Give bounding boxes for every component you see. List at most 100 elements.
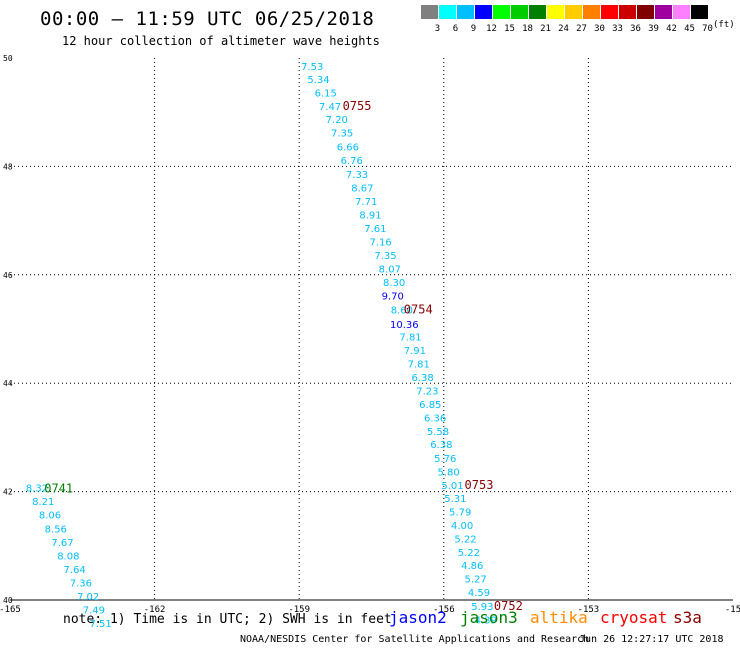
x-tick-label: -162 — [144, 605, 166, 615]
timestamp-text: Jun 26 12:27:17 UTC 2018 — [579, 634, 724, 645]
swh-value-label: 7.51 — [89, 619, 111, 630]
x-tick-label: -153 — [578, 605, 600, 615]
legend-sat-0: jason2 — [389, 608, 447, 627]
colorbar-swatch — [673, 5, 690, 19]
swh-value-label: 8.56 — [45, 524, 67, 535]
swh-value-label: 6.36 — [424, 414, 446, 425]
swh-value-label: 8.07 — [379, 265, 401, 276]
swh-value-label: 7.81 — [399, 332, 421, 343]
swh-value-label: 8.08 — [57, 551, 79, 562]
swh-value-label: 8.60 — [391, 305, 413, 316]
swh-value-label: 7.53 — [301, 62, 323, 73]
colorbar-swatch — [511, 5, 528, 19]
swh-value-label: 10.36 — [390, 320, 419, 331]
swh-value-label: 7.23 — [416, 387, 438, 398]
colorbar-swatch — [457, 5, 474, 19]
y-tick-label: 50 — [3, 54, 13, 63]
colorbar-swatch — [565, 5, 582, 19]
colorbar-swatch — [601, 5, 618, 19]
time-label: 0754 — [404, 302, 433, 316]
swh-value-label: 7.49 — [83, 606, 105, 617]
chart-title: 00:00 – 11:59 UTC 06/25/2018 — [40, 8, 375, 30]
y-tick-label: 42 — [3, 488, 13, 497]
time-label: 0741 — [44, 482, 73, 496]
x-tick-label: -156 — [433, 605, 455, 615]
x-tick-label: -159 — [288, 605, 310, 615]
swh-value-label: 5.76 — [434, 454, 456, 465]
y-tick-label: 40 — [3, 596, 13, 605]
swh-value-label: 7.35 — [374, 251, 396, 262]
swh-value-label: 7.36 — [70, 578, 92, 589]
credit-text: NOAA/NESDIS Center for Satellite Applica… — [240, 634, 590, 645]
colorbar-label: 24 — [558, 24, 569, 34]
colorbar-label: 30 — [594, 24, 605, 34]
colorbar-label: 15 — [504, 24, 515, 34]
footer-note: note: 1) Time is in UTC; 2) SWH is in fe… — [63, 612, 392, 627]
colorbar-label: 9 — [470, 24, 477, 34]
colorbar-swatch — [529, 5, 546, 19]
colorbar-label: 21 — [540, 24, 551, 34]
colorbar-label: 12 — [486, 24, 497, 34]
swh-value-label: 5.01 — [441, 481, 463, 492]
colorbar-swatch — [493, 5, 510, 19]
swh-value-label: 7.20 — [326, 115, 348, 126]
colorbar-label: 39 — [648, 24, 659, 34]
swh-value-label: 7.47 — [319, 102, 341, 113]
colorbar-label: 18 — [522, 24, 533, 34]
swh-value-label: 5.93 — [471, 602, 493, 613]
x-tick-label: -165 — [0, 605, 21, 615]
swh-value-label: 5.22 — [454, 535, 476, 546]
x-tick-label: -15 — [725, 605, 740, 615]
colorbar-swatch — [619, 5, 636, 19]
swh-value-label: 5.79 — [449, 507, 471, 518]
colorbar-swatch — [547, 5, 564, 19]
swh-value-label: 6.38 — [430, 440, 452, 451]
swh-value-label: 5.34 — [307, 75, 329, 86]
chart-subtitle: 12 hour collection of altimeter wave hei… — [62, 34, 380, 48]
colorbar-swatch — [583, 5, 600, 19]
colorbar-swatch — [475, 5, 492, 19]
swh-value-label: 6.66 — [337, 143, 359, 154]
time-label: 0753 — [465, 478, 494, 492]
swh-value-label: 6.38 — [411, 373, 433, 384]
y-tick-label: 46 — [3, 271, 13, 280]
swh-value-label: 4.59 — [468, 588, 490, 599]
swh-value-label: 8.21 — [32, 497, 54, 508]
swh-value-label: 5.31 — [444, 494, 466, 505]
colorbar-swatch — [439, 5, 456, 19]
swh-value-label: 7.64 — [63, 565, 85, 576]
swh-value-label: 9.70 — [382, 292, 404, 303]
time-label: 0755 — [343, 99, 372, 113]
swh-value-label: 5.22 — [458, 548, 480, 559]
colorbar-label: 33 — [612, 24, 623, 34]
y-tick-label: 44 — [3, 379, 13, 388]
swh-value-label: 8.32 — [26, 484, 48, 495]
swh-value-label: 6.15 — [315, 88, 337, 99]
colorbar-label: 6 — [452, 24, 459, 34]
y-tick-label: 48 — [3, 162, 13, 171]
swh-value-label: 6.76 — [341, 156, 363, 167]
swh-value-label: 5.27 — [464, 575, 486, 586]
swh-value-label: 7.71 — [355, 197, 377, 208]
legend-sat-1: jason3 — [460, 608, 518, 627]
colorbar-swatch — [691, 5, 708, 19]
colorbar-label: 3 — [434, 24, 441, 34]
swh-value-label: 7.33 — [346, 170, 368, 181]
colorbar-label: 45 — [684, 24, 695, 34]
colorbar-label: 70 — [702, 24, 713, 34]
legend-sat-2: altika — [530, 608, 588, 627]
swh-value-label: 8.91 — [359, 210, 381, 221]
swh-value-label: 8.30 — [383, 278, 405, 289]
swh-value-label: 4.86 — [461, 561, 483, 572]
colorbar-label: 36 — [630, 24, 641, 34]
swh-value-label: 4.39 — [475, 615, 497, 626]
colorbar-label: 42 — [666, 24, 677, 34]
colorbar-swatch — [655, 5, 672, 19]
swh-value-label: 8.67 — [351, 183, 373, 194]
swh-value-label: 7.16 — [370, 238, 392, 249]
legend-sat-3: cryosat — [600, 608, 668, 627]
swh-value-label: 5.80 — [437, 467, 459, 478]
swh-value-label: 4.00 — [451, 521, 473, 532]
swh-value-label: 5.58 — [427, 427, 449, 438]
